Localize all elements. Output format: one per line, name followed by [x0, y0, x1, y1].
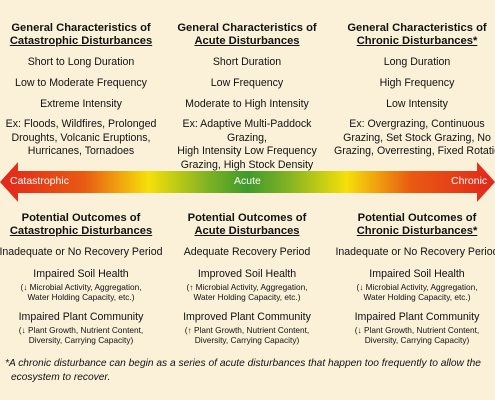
catastrophic-characteristics-heading: General Characteristics of Catastrophic …: [9, 22, 153, 47]
chronic-plant-detail: (↓ Plant Growth, Nutrient Content, Diver…: [354, 325, 480, 345]
chronic-outcomes-heading: Potential Outcomes of Chronic Disturbanc…: [356, 212, 478, 237]
footnote: *A chronic disturbance can begin as a se…: [5, 358, 481, 383]
acute-duration: Short Duration: [212, 56, 282, 68]
acute-recovery: Adequate Recovery Period: [183, 246, 311, 258]
chronic-duration: Long Duration: [383, 56, 451, 68]
chronic-band-label: Chronic: [451, 175, 488, 187]
chronic-soil-detail: (↓ Microbial Activity, Aggregation, Wate…: [356, 282, 478, 302]
acute-plant-detail: (↑ Plant Growth, Nutrient Content, Diver…: [184, 325, 310, 345]
acute-outcomes: Potential Outcomes of Acute Disturbances…: [162, 212, 332, 345]
catastrophic-intensity: Extreme Intensity: [40, 98, 122, 110]
catastrophic-outcomes: Potential Outcomes of Catastrophic Distu…: [0, 212, 166, 345]
catastrophic-soil-detail: (↓ Microbial Activity, Aggregation, Wate…: [20, 282, 142, 302]
catastrophic-soil-health: Impaired Soil Health: [33, 268, 129, 280]
acute-intensity: Moderate to High Intensity: [185, 98, 309, 110]
catastrophic-outcomes-heading: Potential Outcomes of Catastrophic Distu…: [9, 212, 153, 237]
chronic-plant-community: Impaired Plant Community: [354, 311, 480, 323]
chronic-soil-health: Impaired Soil Health: [369, 268, 465, 280]
acute-soil-health: Improved Soil Health: [197, 268, 297, 280]
chronic-frequency: High Frequency: [379, 77, 455, 89]
catastrophic-plant-community: Impaired Plant Community: [18, 311, 144, 323]
chronic-characteristics: General Characteristics of Chronic Distu…: [332, 22, 495, 159]
catastrophic-characteristics: General Characteristics of Catastrophic …: [0, 22, 166, 159]
chronic-characteristics-heading: General Characteristics of Chronic Distu…: [347, 22, 487, 47]
chronic-examples: Ex: Overgrazing, Continuous Grazing, Set…: [333, 118, 495, 157]
spectrum-arrow-graphic: [0, 162, 495, 202]
catastrophic-examples: Ex: Floods, Wildfires, Prolonged Drought…: [5, 118, 157, 157]
acute-plant-community: Improved Plant Community: [183, 311, 311, 323]
catastrophic-frequency: Low to Moderate Frequency: [15, 77, 147, 89]
catastrophic-duration: Short to Long Duration: [27, 56, 135, 68]
catastrophic-plant-detail: (↓ Plant Growth, Nutrient Content, Diver…: [18, 325, 144, 345]
acute-characteristics-heading: General Characteristics of Acute Disturb…: [177, 22, 317, 47]
chronic-recovery: Inadequate or No Recovery Period: [335, 246, 495, 258]
gradient-arrow-shape: [0, 162, 495, 202]
acute-soil-detail: (↑ Microbial Activity, Aggregation, Wate…: [186, 282, 308, 302]
acute-band-label: Acute: [234, 175, 261, 187]
acute-outcomes-heading: Potential Outcomes of Acute Disturbances: [187, 212, 307, 237]
acute-characteristics: General Characteristics of Acute Disturb…: [162, 22, 332, 186]
acute-frequency: Low Frequency: [210, 77, 284, 89]
catastrophic-band-label: Catastrophic: [10, 175, 69, 187]
acute-examples: Ex: Adaptive Multi-Paddock Grazing, High…: [177, 118, 317, 184]
chronic-intensity: Low Intensity: [386, 98, 448, 110]
chronic-outcomes: Potential Outcomes of Chronic Disturbanc…: [332, 212, 495, 345]
catastrophic-recovery: Inadequate or No Recovery Period: [0, 246, 163, 258]
disturbance-spectrum-arrow: [0, 160, 495, 204]
